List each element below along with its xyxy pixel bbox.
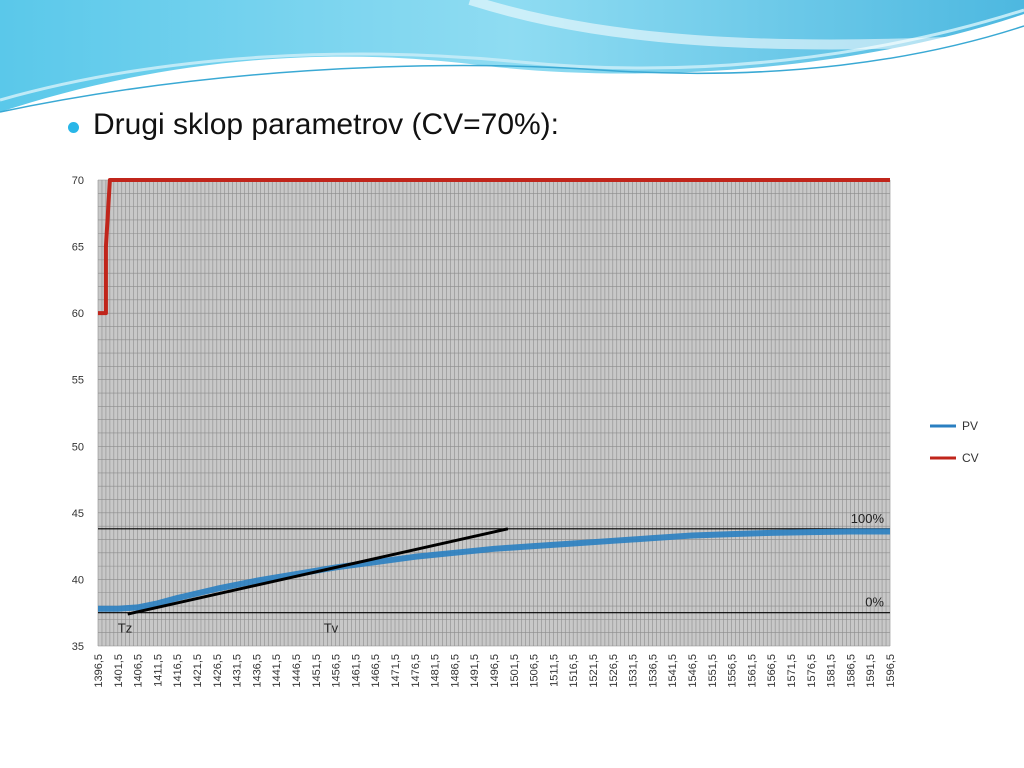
x-tick-label: 1541,5: [667, 654, 679, 688]
tangent-line: [127, 527, 509, 616]
x-tick-label: 1421,5: [192, 654, 204, 688]
x-tick-label: 1401,5: [113, 654, 125, 688]
x-tick-label: 1456,5: [331, 654, 343, 688]
x-tick-label: 1466,5: [370, 654, 382, 688]
x-tick-label: 1481,5: [430, 654, 442, 688]
x-tick-label: 1461,5: [350, 654, 362, 688]
x-tick-label: 1441,5: [271, 654, 283, 688]
x-tick-label: 1471,5: [390, 654, 402, 688]
x-tick-label: 1576,5: [806, 654, 818, 688]
x-tick-label: 1411,5: [152, 654, 164, 687]
x-tick-label: 1476,5: [410, 654, 422, 688]
x-tick-label: 1486,5: [449, 654, 461, 688]
header-wave-decoration: [0, 0, 1024, 113]
bullet-icon: [68, 121, 79, 133]
x-tick-label: 1526,5: [608, 654, 620, 688]
x-tick-label: 1536,5: [647, 654, 659, 688]
x-tick-label: 1506,5: [529, 654, 541, 688]
y-tick-label: 35: [72, 641, 84, 653]
x-tick-label: 1436,5: [251, 654, 263, 688]
x-tick-label: 1546,5: [687, 654, 699, 688]
horizontal-grid: [98, 179, 890, 647]
y-tick-label: 65: [72, 242, 84, 254]
heading-text: Drugi sklop parametrov (CV=70%):: [93, 108, 560, 141]
x-tick-label: 1551,5: [707, 654, 719, 688]
x-tick-label: 1516,5: [568, 654, 580, 688]
x-tick-label: 1596,5: [885, 654, 897, 688]
x-tick-label: 1426,5: [212, 654, 224, 688]
x-tick-label: 1451,5: [311, 654, 323, 688]
x-tick-label: 1416,5: [172, 654, 184, 688]
x-tick-label: 1531,5: [628, 654, 640, 688]
annotation-label: Tz: [118, 621, 132, 636]
series-line-cv: [98, 178, 890, 316]
x-tick-label: 1571,5: [786, 654, 798, 688]
annotation-label: Tv: [324, 621, 339, 636]
x-tick-label: 1396,5: [93, 654, 105, 688]
y-tick-label: 40: [72, 574, 84, 586]
x-tick-label: 1556,5: [727, 654, 739, 688]
x-tick-label: 1501,5: [509, 654, 521, 688]
x-tick-label: 1431,5: [232, 654, 244, 688]
y-tick-label: 60: [72, 308, 84, 320]
y-tick-label: 45: [72, 508, 84, 520]
x-tick-label: 1581,5: [826, 654, 838, 688]
x-tick-label: 1566,5: [766, 654, 778, 688]
x-tick-label: 1511,5: [548, 654, 560, 687]
x-tick-label: 1586,5: [845, 654, 857, 688]
y-tick-label: 55: [72, 375, 84, 387]
x-tick-label: 1491,5: [469, 654, 481, 688]
legend-label: CV: [962, 451, 979, 465]
slide-heading: Drugi sklop parametrov (CV=70%):: [68, 108, 559, 142]
x-tick-label: 1591,5: [865, 654, 877, 688]
x-tick-label: 1446,5: [291, 654, 303, 688]
y-tick-label: 50: [72, 441, 84, 453]
y-tick-label: 70: [72, 175, 84, 187]
line-chart: 35 40 45 50 55 60 65 70 1396,5 1401,5 1406,5 1411,5…: [72, 175, 979, 688]
series-line-pv: [98, 528, 890, 612]
x-tick-label: 1496,5: [489, 654, 501, 688]
x-tick-label: 1561,5: [746, 654, 758, 688]
reference-line-label: 0%: [865, 595, 884, 610]
reference-line-label: 100%: [851, 511, 885, 526]
x-tick-label: 1521,5: [588, 654, 600, 688]
chart-panel: 35 40 45 50 55 60 65 70 1396,5 1401,5 1406,5 1411,5…: [60, 168, 988, 728]
legend-label: PV: [962, 419, 978, 433]
x-tick-label: 1406,5: [133, 654, 145, 688]
vertical-grid: [97, 180, 891, 646]
